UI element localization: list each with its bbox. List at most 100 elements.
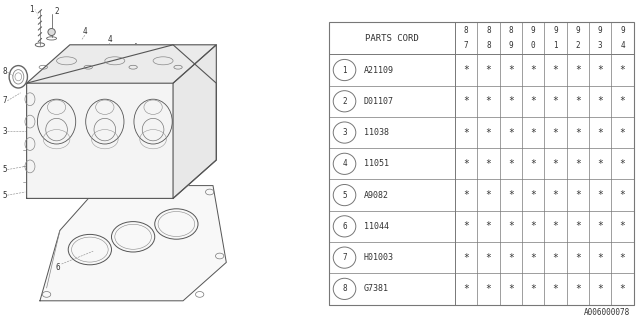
Text: *: * — [463, 128, 469, 138]
Text: *: * — [552, 252, 558, 263]
Text: *: * — [508, 252, 514, 263]
Text: *: * — [575, 128, 580, 138]
Text: 4: 4 — [342, 159, 347, 168]
Text: D01107: D01107 — [364, 97, 394, 106]
Text: *: * — [486, 252, 492, 263]
Text: 1: 1 — [29, 5, 34, 14]
Text: *: * — [463, 221, 469, 231]
Text: 8: 8 — [486, 41, 491, 50]
Text: *: * — [530, 65, 536, 75]
Text: 7: 7 — [3, 96, 7, 105]
Text: 5: 5 — [342, 191, 347, 200]
Text: *: * — [463, 190, 469, 200]
Text: *: * — [620, 221, 625, 231]
Text: *: * — [597, 128, 603, 138]
Text: *: * — [486, 284, 492, 294]
Text: *: * — [508, 159, 514, 169]
Text: *: * — [552, 65, 558, 75]
Text: 6: 6 — [56, 263, 61, 272]
Text: 11038: 11038 — [364, 128, 389, 137]
Text: *: * — [620, 159, 625, 169]
Text: *: * — [575, 65, 580, 75]
Text: *: * — [463, 252, 469, 263]
Text: H01003: H01003 — [364, 253, 394, 262]
Polygon shape — [27, 45, 216, 198]
Text: 1: 1 — [342, 66, 347, 75]
Text: G7381: G7381 — [364, 284, 389, 293]
Text: 9: 9 — [531, 26, 536, 35]
Text: *: * — [575, 159, 580, 169]
Text: 5: 5 — [163, 149, 167, 158]
Text: 5: 5 — [3, 191, 7, 200]
Text: *: * — [620, 190, 625, 200]
Text: *: * — [463, 159, 469, 169]
Text: *: * — [597, 96, 603, 106]
Text: 9: 9 — [598, 26, 602, 35]
Text: *: * — [597, 284, 603, 294]
Text: *: * — [620, 252, 625, 263]
Text: *: * — [552, 190, 558, 200]
Text: *: * — [597, 221, 603, 231]
Text: 5: 5 — [3, 165, 7, 174]
Text: A9082: A9082 — [364, 191, 389, 200]
Text: *: * — [530, 96, 536, 106]
Ellipse shape — [48, 28, 55, 36]
Text: *: * — [530, 284, 536, 294]
Text: 4: 4 — [132, 44, 137, 52]
Text: 2: 2 — [54, 7, 59, 16]
Text: *: * — [552, 284, 558, 294]
Text: 8: 8 — [3, 68, 7, 76]
Text: *: * — [530, 252, 536, 263]
Text: 8: 8 — [464, 26, 468, 35]
Text: 0: 0 — [531, 41, 536, 50]
Text: *: * — [508, 96, 514, 106]
Text: 4: 4 — [108, 36, 112, 44]
Text: 3: 3 — [598, 41, 602, 50]
Text: *: * — [597, 252, 603, 263]
Text: *: * — [620, 96, 625, 106]
Text: *: * — [575, 252, 580, 263]
Text: 7: 7 — [464, 41, 468, 50]
Polygon shape — [27, 45, 216, 83]
Text: PARTS CORD: PARTS CORD — [365, 34, 419, 43]
Text: *: * — [620, 128, 625, 138]
Text: *: * — [530, 128, 536, 138]
Text: *: * — [620, 65, 625, 75]
Text: *: * — [597, 159, 603, 169]
Text: *: * — [486, 96, 492, 106]
Text: *: * — [486, 128, 492, 138]
Text: *: * — [486, 65, 492, 75]
Text: *: * — [463, 96, 469, 106]
Text: 3: 3 — [342, 128, 347, 137]
Text: 9: 9 — [620, 26, 625, 35]
Text: *: * — [508, 221, 514, 231]
Text: A006000078: A006000078 — [584, 308, 630, 317]
Text: *: * — [486, 221, 492, 231]
Text: *: * — [486, 159, 492, 169]
Text: 4: 4 — [83, 28, 87, 36]
Text: *: * — [530, 159, 536, 169]
Text: *: * — [575, 221, 580, 231]
Text: 8: 8 — [508, 26, 513, 35]
Text: *: * — [575, 96, 580, 106]
Text: *: * — [575, 190, 580, 200]
Text: 3: 3 — [3, 127, 7, 136]
Text: 1: 1 — [553, 41, 558, 50]
Text: A21109: A21109 — [364, 66, 394, 75]
Text: 11044: 11044 — [364, 222, 389, 231]
Text: 9: 9 — [508, 41, 513, 50]
Polygon shape — [173, 45, 216, 198]
Text: *: * — [463, 284, 469, 294]
Text: *: * — [597, 190, 603, 200]
Text: *: * — [597, 65, 603, 75]
Text: *: * — [552, 128, 558, 138]
Text: 3: 3 — [163, 117, 167, 126]
Text: *: * — [575, 284, 580, 294]
Text: 8: 8 — [486, 26, 491, 35]
Text: 8: 8 — [342, 284, 347, 293]
Text: *: * — [620, 284, 625, 294]
Text: 9: 9 — [553, 26, 558, 35]
Text: *: * — [530, 190, 536, 200]
Text: *: * — [552, 159, 558, 169]
Text: *: * — [508, 190, 514, 200]
